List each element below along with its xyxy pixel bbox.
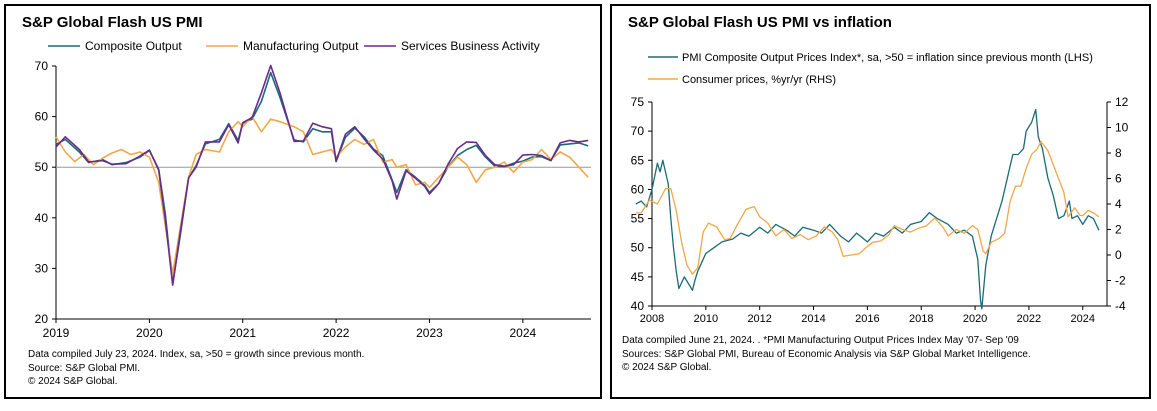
right-y-right-tick-label: 0	[1115, 248, 1122, 262]
right-note-1: Data compiled June 21, 2024. . *PMI Manu…	[622, 335, 1019, 346]
right-chart-title: S&P Global Flash US PMI vs inflation	[628, 14, 892, 31]
right-x-tick-label: 2014	[801, 313, 825, 325]
right-chart-notes: Data compiled June 21, 2024. . *PMI Manu…	[622, 334, 1031, 375]
right-note-2: Sources: S&P Global PMI, Bureau of Econo…	[622, 348, 1031, 360]
left-y-tick-label: 70	[35, 59, 49, 73]
left-x-tick-label: 2019	[43, 326, 70, 340]
right-y-right-tick-label: -4	[1115, 299, 1126, 313]
left-y-tick-label: 20	[35, 312, 49, 326]
left-series-line-manufacturing-output	[55, 115, 589, 275]
right-y-right-tick-label: -2	[1115, 274, 1126, 288]
left-legend-label-composite-output: Composite Output	[85, 39, 182, 53]
right-legend-label-pmi-composite-output-prices-index-sa-50-: PMI Composite Output Prices Index*, sa, …	[682, 52, 1093, 64]
right-note-3: © 2024 S&P Global.	[622, 362, 712, 373]
left-series-line-composite-output	[55, 71, 589, 285]
left-note-3: © 2024 S&P Global.	[28, 376, 118, 387]
left-x-tick-label: 2022	[323, 326, 350, 340]
right-y-right-tick-label: 8	[1115, 146, 1122, 160]
right-x-tick-label: 2012	[747, 313, 771, 325]
right-y-left-tick-label: 65	[631, 153, 645, 167]
right-x-tick-label: 2016	[855, 313, 879, 325]
left-legend-label-manufacturing-output: Manufacturing Output	[243, 39, 359, 53]
left-x-tick-label: 2023	[416, 326, 443, 340]
right-x-tick-label: 2018	[909, 313, 933, 325]
left-y-tick-label: 40	[35, 211, 49, 225]
right-chart-panel: S&P Global Flash US PMI vs inflation 40 4…	[610, 4, 1151, 399]
left-legend-label-services-business-activity: Services Business Activity	[401, 39, 540, 53]
right-y-left-tick-label: 50	[631, 241, 645, 255]
right-x-tick-label: 2024	[1071, 313, 1095, 325]
left-chart-title: S&P Global Flash US PMI	[22, 14, 203, 31]
right-series-line-consumer-prices-yr-yr-rhs	[635, 140, 1100, 275]
right-chart-svg: 40 45 50 55 60 65 70 75 -4 -2 0 2 4 6 8 10 12 2008 2010 201…	[631, 52, 1129, 325]
left-y-tick-label: 60	[35, 110, 49, 124]
left-chart-notes: Data compiled July 23, 2024. Index, sa, …	[28, 348, 364, 389]
right-x-tick-label: 2020	[963, 313, 987, 325]
right-x-tick-label: 2022	[1017, 313, 1041, 325]
left-x-tick-label: 2020	[136, 326, 163, 340]
left-y-tick-label: 30	[35, 261, 49, 275]
left-x-tick-label: 2024	[509, 326, 536, 340]
left-series-line-services-business-activity	[55, 64, 589, 286]
right-y-right-tick-label: 6	[1115, 172, 1122, 186]
right-y-left-tick-label: 70	[631, 124, 645, 138]
right-series-line-pmi-composite-output-prices-index-sa-50-	[635, 108, 1100, 310]
right-y-left-tick-label: 75	[631, 95, 645, 109]
right-y-right-tick-label: 2	[1115, 223, 1122, 237]
right-y-right-tick-label: 4	[1115, 197, 1122, 211]
left-note-2: Source: S&P Global PMI.	[28, 362, 141, 374]
right-y-right-tick-label: 10	[1115, 121, 1129, 135]
right-y-left-tick-label: 40	[631, 299, 645, 313]
left-chart-svg: 20 30 40 50 60 70 2019 2020 2021 2022 2023 2024 Comp…	[35, 39, 591, 340]
right-y-left-tick-label: 60	[631, 182, 645, 196]
right-y-left-tick-label: 45	[631, 270, 645, 284]
left-y-tick-label: 50	[35, 160, 49, 174]
right-x-tick-label: 2010	[694, 313, 718, 325]
right-legend-label-consumer-prices-yr-yr-rhs: Consumer prices, %yr/yr (RHS)	[682, 74, 836, 86]
left-chart-panel: S&P Global Flash US PMI 20 30 40 50 60 70 2019…	[4, 4, 602, 399]
left-note-1: Data compiled July 23, 2024. Index, sa, …	[28, 349, 365, 360]
right-y-left-tick-label: 55	[631, 212, 645, 226]
right-y-right-tick-label: 12	[1115, 95, 1129, 109]
right-x-tick-label: 2008	[640, 313, 664, 325]
left-x-tick-label: 2021	[229, 326, 256, 340]
